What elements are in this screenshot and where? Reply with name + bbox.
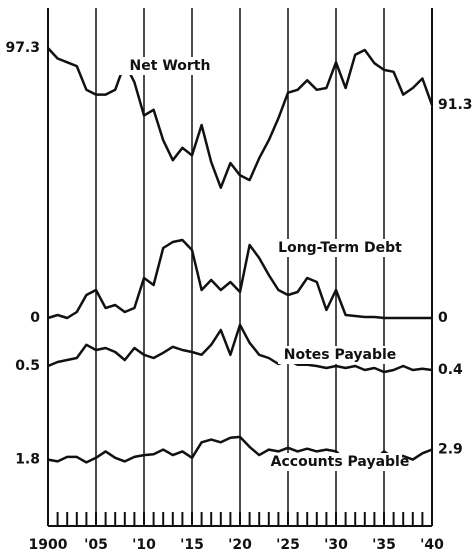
end-value-label: 0.4 — [438, 362, 463, 378]
label-bg — [278, 346, 402, 364]
label-bg — [278, 453, 402, 471]
x-tick-label: '10 — [132, 537, 156, 553]
x-tick-label: 1900 — [29, 537, 68, 553]
start-value-label: 0.5 — [15, 358, 40, 374]
end-value-label: 0 — [438, 310, 448, 326]
series-label: Long-Term Debt — [278, 240, 402, 256]
x-tick-label: '30 — [324, 537, 348, 553]
label-bg — [278, 239, 402, 257]
series-line — [47, 238, 432, 320]
start-value-label: 97.3 — [5, 40, 40, 56]
x-tick-label: '25 — [276, 537, 300, 553]
series-label: Net Worth — [130, 58, 211, 74]
end-value-label: 2.9 — [438, 442, 463, 458]
start-value-label: 0 — [30, 310, 40, 326]
label-bg — [108, 57, 232, 75]
x-tick-label: '40 — [420, 537, 444, 553]
start-value-label: 1.8 — [15, 452, 40, 468]
x-tick-label: '15 — [180, 537, 204, 553]
x-tick-label: '20 — [228, 537, 252, 553]
series-line — [47, 47, 434, 189]
series-label: Notes Payable — [284, 347, 397, 363]
series-line — [47, 323, 433, 374]
x-tick-label: '35 — [372, 537, 396, 553]
end-value-label: 91.3 — [438, 97, 473, 113]
x-tick-label: '05 — [84, 537, 108, 553]
series-label: Accounts Payable — [271, 454, 410, 470]
